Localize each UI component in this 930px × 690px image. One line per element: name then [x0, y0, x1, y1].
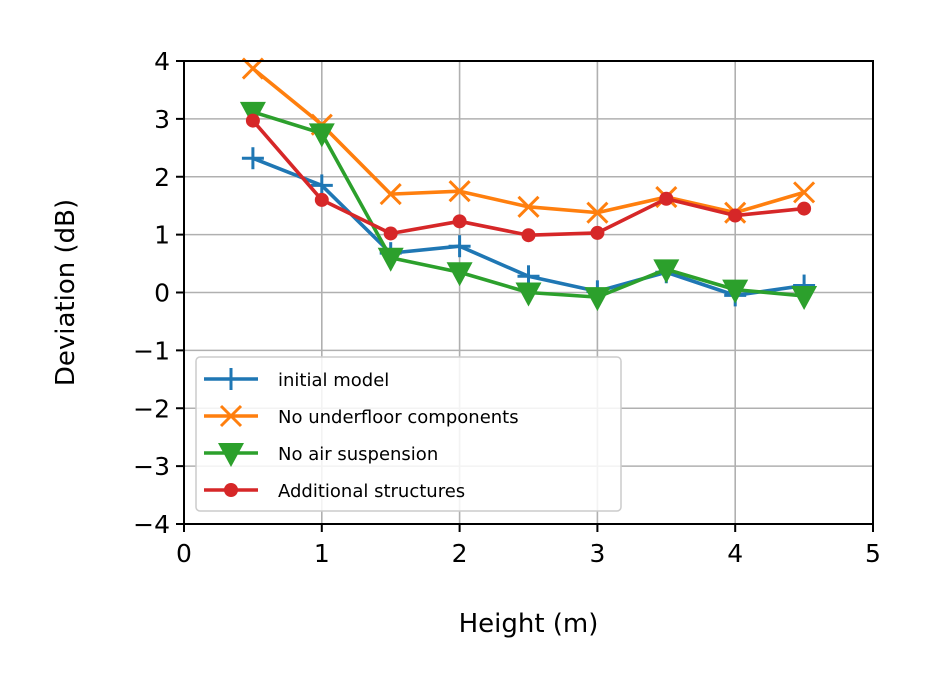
data-point — [517, 195, 540, 218]
legend-item: initial model — [204, 368, 389, 391]
series-layer — [239, 57, 818, 312]
x-tick-label: 0 — [176, 539, 192, 568]
y-tick-label: 3 — [154, 105, 170, 134]
legend-label: Additional structures — [278, 481, 465, 502]
data-point — [308, 123, 335, 148]
data-point — [377, 247, 404, 272]
legend-label: No underfloor components — [278, 407, 519, 428]
data-point — [584, 287, 611, 312]
legend-item: No air suspension — [204, 443, 438, 467]
legend-item: Additional structures — [204, 481, 465, 502]
data-point — [446, 262, 473, 287]
data-point — [452, 214, 467, 229]
x-tick-label: 3 — [589, 539, 605, 568]
legend-label: initial model — [278, 370, 389, 391]
data-point — [515, 282, 542, 307]
y-tick-label: −1 — [133, 336, 170, 365]
data-point — [241, 147, 264, 170]
legend-marker — [219, 404, 243, 428]
legend-marker — [218, 443, 244, 467]
legend-label: No air suspension — [278, 444, 438, 465]
series-line — [251, 67, 805, 215]
y-tick-label: 1 — [154, 221, 170, 250]
data-point — [245, 113, 260, 128]
data-point — [659, 191, 674, 206]
x-tick-label: 4 — [727, 539, 743, 568]
data-point — [793, 181, 816, 204]
data-point — [448, 180, 471, 203]
data-point — [379, 183, 402, 206]
y-tick-label: 2 — [154, 163, 170, 192]
data-point — [586, 201, 609, 224]
y-axis-label: Deviation (dB) — [51, 199, 81, 386]
y-tick-label: 0 — [154, 279, 170, 308]
legend-marker — [220, 368, 242, 390]
legend-item: No underfloor components — [204, 404, 519, 428]
data-point — [791, 285, 818, 310]
legend: initial model No underfloor components No … — [195, 356, 622, 512]
legend-box — [195, 356, 622, 512]
x-tick-label: 1 — [314, 539, 330, 568]
series-2 — [241, 57, 816, 224]
x-axis-label: Height (m) — [459, 609, 599, 639]
data-point — [521, 228, 536, 243]
y-tick-label: −2 — [133, 394, 170, 423]
ticks: 0 1 2 3 4 5 4 3 2 1 0 −1 −2 −3 −4 — [133, 47, 881, 568]
data-point — [383, 226, 398, 241]
series-4 — [245, 113, 812, 243]
data-point — [448, 235, 471, 258]
x-tick-label: 5 — [865, 539, 881, 568]
data-point — [797, 201, 812, 216]
series-3 — [239, 101, 818, 312]
y-tick-label: −3 — [133, 452, 170, 481]
x-tick-label: 2 — [452, 539, 468, 568]
legend-marker — [224, 483, 238, 497]
data-point — [310, 174, 333, 197]
y-tick-label: −4 — [133, 510, 170, 539]
data-point — [314, 192, 329, 207]
data-point — [590, 225, 605, 240]
data-point — [728, 208, 743, 223]
y-tick-label: 4 — [154, 47, 170, 76]
data-point — [722, 279, 749, 304]
data-point — [653, 259, 680, 284]
